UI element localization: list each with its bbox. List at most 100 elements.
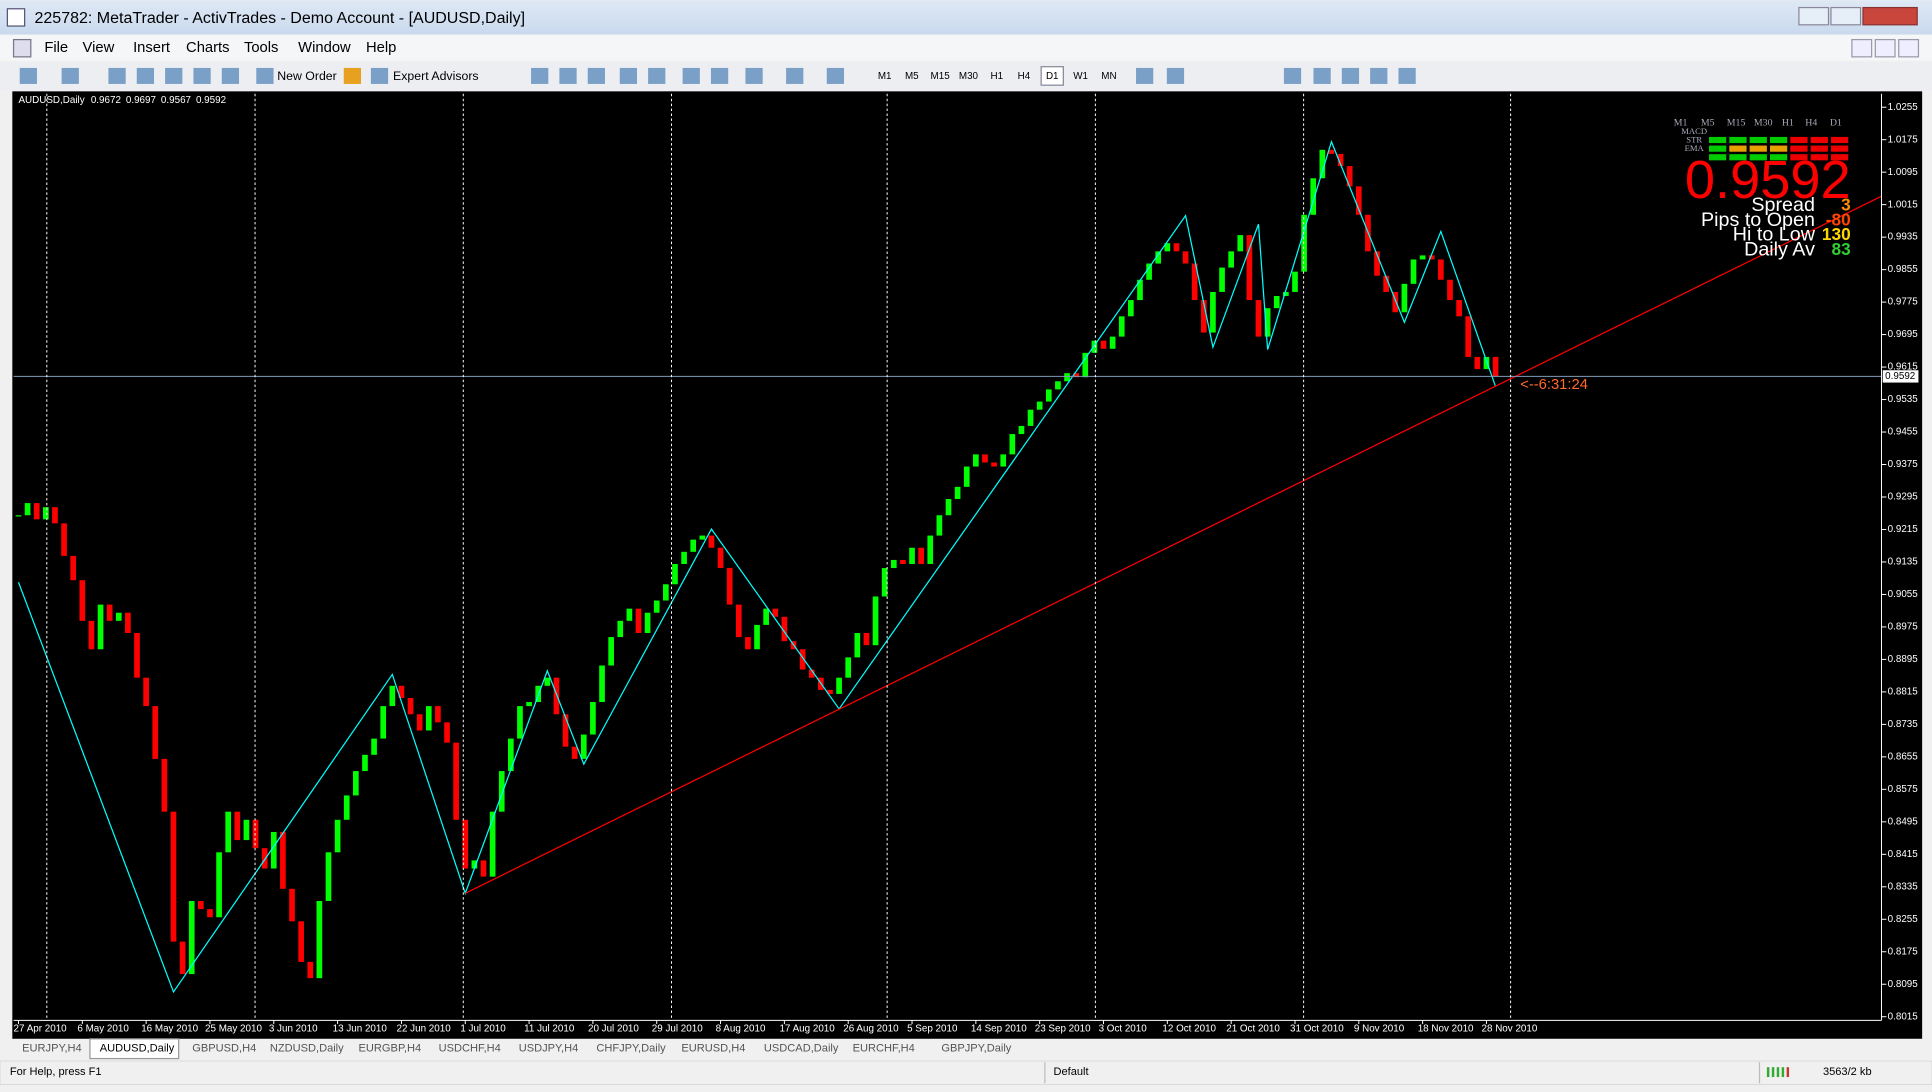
chart-tab[interactable]: EURCHF,H4 xyxy=(853,1043,915,1055)
maximize-button[interactable] xyxy=(1830,6,1862,26)
x-tick-label: 8 Aug 2010 xyxy=(716,1024,766,1035)
signal-cell xyxy=(1729,136,1747,144)
candle xyxy=(1137,279,1143,301)
y-tick-label: 0.9455 xyxy=(1888,427,1919,438)
symbol: AUDUSD,Daily xyxy=(18,95,84,106)
candle xyxy=(362,754,368,772)
candle xyxy=(1100,340,1107,349)
y-tick-label: 0.8815 xyxy=(1888,687,1919,698)
menu-bar xyxy=(0,34,1932,61)
signal-cell xyxy=(1790,136,1808,144)
y-tick-label: 0.8415 xyxy=(1888,849,1919,860)
candle xyxy=(1027,409,1034,426)
menu-item[interactable]: Window xyxy=(298,40,351,56)
chart-tab[interactable]: AUDUSD,Daily xyxy=(100,1043,175,1055)
signal-cell xyxy=(1769,154,1788,161)
candle xyxy=(453,742,459,820)
candle xyxy=(836,677,842,694)
candle xyxy=(88,620,95,650)
candle xyxy=(1000,454,1007,467)
y-tick-label: 0.9375 xyxy=(1888,459,1919,470)
candle xyxy=(389,685,396,707)
menu-item[interactable]: File xyxy=(44,40,68,56)
menu: File View Insert Charts Tools Window Help xyxy=(44,40,396,56)
candle xyxy=(407,697,414,715)
chart-tab[interactable]: EURUSD,H4 xyxy=(681,1043,745,1055)
panel-timeframe: H4 xyxy=(1805,118,1817,129)
candle xyxy=(872,596,879,646)
candle xyxy=(954,486,961,500)
minimize-button[interactable] xyxy=(1798,6,1830,26)
candle xyxy=(334,819,341,853)
new-order-button[interactable]: New Order xyxy=(277,69,337,83)
chart-tab[interactable]: USDCAD,Daily xyxy=(764,1043,839,1055)
chart-window xyxy=(12,91,1923,1039)
bid-label-box xyxy=(1882,370,1919,383)
timeframe-button[interactable]: D1 xyxy=(1046,71,1059,82)
close-button[interactable] xyxy=(1862,6,1918,26)
timeframe-button[interactable]: M1 xyxy=(878,71,892,82)
signal-cell xyxy=(1790,145,1808,152)
chart-tab[interactable]: USDJPY,H4 xyxy=(519,1043,579,1055)
candle xyxy=(854,633,861,658)
toolbar-icons xyxy=(19,67,1416,84)
timeframe-buttons: M1 M5 M15 M30 H1 H4 D1 W1 MN xyxy=(878,66,1117,86)
timeframe-button[interactable]: H1 xyxy=(991,71,1004,82)
chart-tab[interactable]: CHFJPY,Daily xyxy=(596,1043,666,1055)
timeframe-button[interactable]: M15 xyxy=(931,71,951,82)
candle xyxy=(33,503,40,520)
mdi-restore[interactable] xyxy=(1874,38,1896,58)
doc-icon xyxy=(12,38,32,58)
chart-tab[interactable]: GBPJPY,Daily xyxy=(941,1043,1011,1055)
title-bar xyxy=(0,0,1932,35)
candle xyxy=(170,811,177,942)
candle xyxy=(699,535,706,540)
menu-item[interactable]: Help xyxy=(366,40,396,56)
candle xyxy=(115,612,122,621)
expert-advisors-button[interactable]: Expert Advisors xyxy=(393,69,479,83)
candle xyxy=(672,563,678,585)
candle xyxy=(608,637,614,666)
chart-tab[interactable]: USDCHF,H4 xyxy=(439,1043,501,1055)
x-tick-label: 26 Aug 2010 xyxy=(843,1024,899,1035)
candle xyxy=(489,811,496,877)
timeframe-button[interactable]: H4 xyxy=(1018,71,1031,82)
candle xyxy=(207,909,213,918)
x-tick-label: 21 Oct 2010 xyxy=(1226,1024,1280,1035)
app-icon xyxy=(6,8,26,27)
chart-tab[interactable]: GBPUSD,H4 xyxy=(192,1043,256,1055)
quote-open: 0.9672 xyxy=(91,95,121,106)
menu-item[interactable]: Tools xyxy=(244,40,278,56)
menu-item[interactable]: Charts xyxy=(186,40,230,56)
status-profile: Default xyxy=(1053,1066,1088,1078)
candle xyxy=(881,568,888,597)
mdi-close[interactable] xyxy=(1898,38,1920,58)
candle xyxy=(1246,235,1253,301)
chart-tab[interactable]: EURGBP,H4 xyxy=(359,1043,422,1055)
menu-item[interactable]: View xyxy=(83,40,115,56)
y-tick-label: 1.0175 xyxy=(1888,134,1919,145)
toolbar xyxy=(0,61,1932,91)
chart-tab[interactable]: NZDUSD,Daily xyxy=(270,1043,344,1055)
candle xyxy=(234,811,241,841)
candle xyxy=(635,608,642,634)
signal-cell xyxy=(1830,145,1849,152)
signal-cell xyxy=(1810,154,1828,161)
trendline xyxy=(464,195,1882,894)
timeframe-button[interactable]: M30 xyxy=(959,71,979,82)
status-help: For Help, press F1 xyxy=(10,1066,102,1078)
menu-item[interactable]: Insert xyxy=(133,40,170,56)
timeframe-button[interactable]: W1 xyxy=(1073,71,1088,82)
chart-tab[interactable]: EURJPY,H4 xyxy=(22,1043,82,1055)
mdi-min[interactable] xyxy=(1851,38,1873,58)
timeframe-button[interactable]: MN xyxy=(1101,71,1116,82)
timeframe-button[interactable]: M5 xyxy=(905,71,919,82)
candle xyxy=(1128,300,1134,317)
candle xyxy=(808,669,815,678)
y-tick-label: 0.8895 xyxy=(1888,654,1919,665)
candle xyxy=(179,941,186,975)
tabs: EURJPY,H4 AUDUSD,Daily GBPUSD,H4 NZDUSD,Dai… xyxy=(22,1038,1012,1060)
candle xyxy=(617,620,624,638)
signal-cell xyxy=(1729,145,1747,152)
panel-row-value: 83 xyxy=(1831,239,1850,259)
